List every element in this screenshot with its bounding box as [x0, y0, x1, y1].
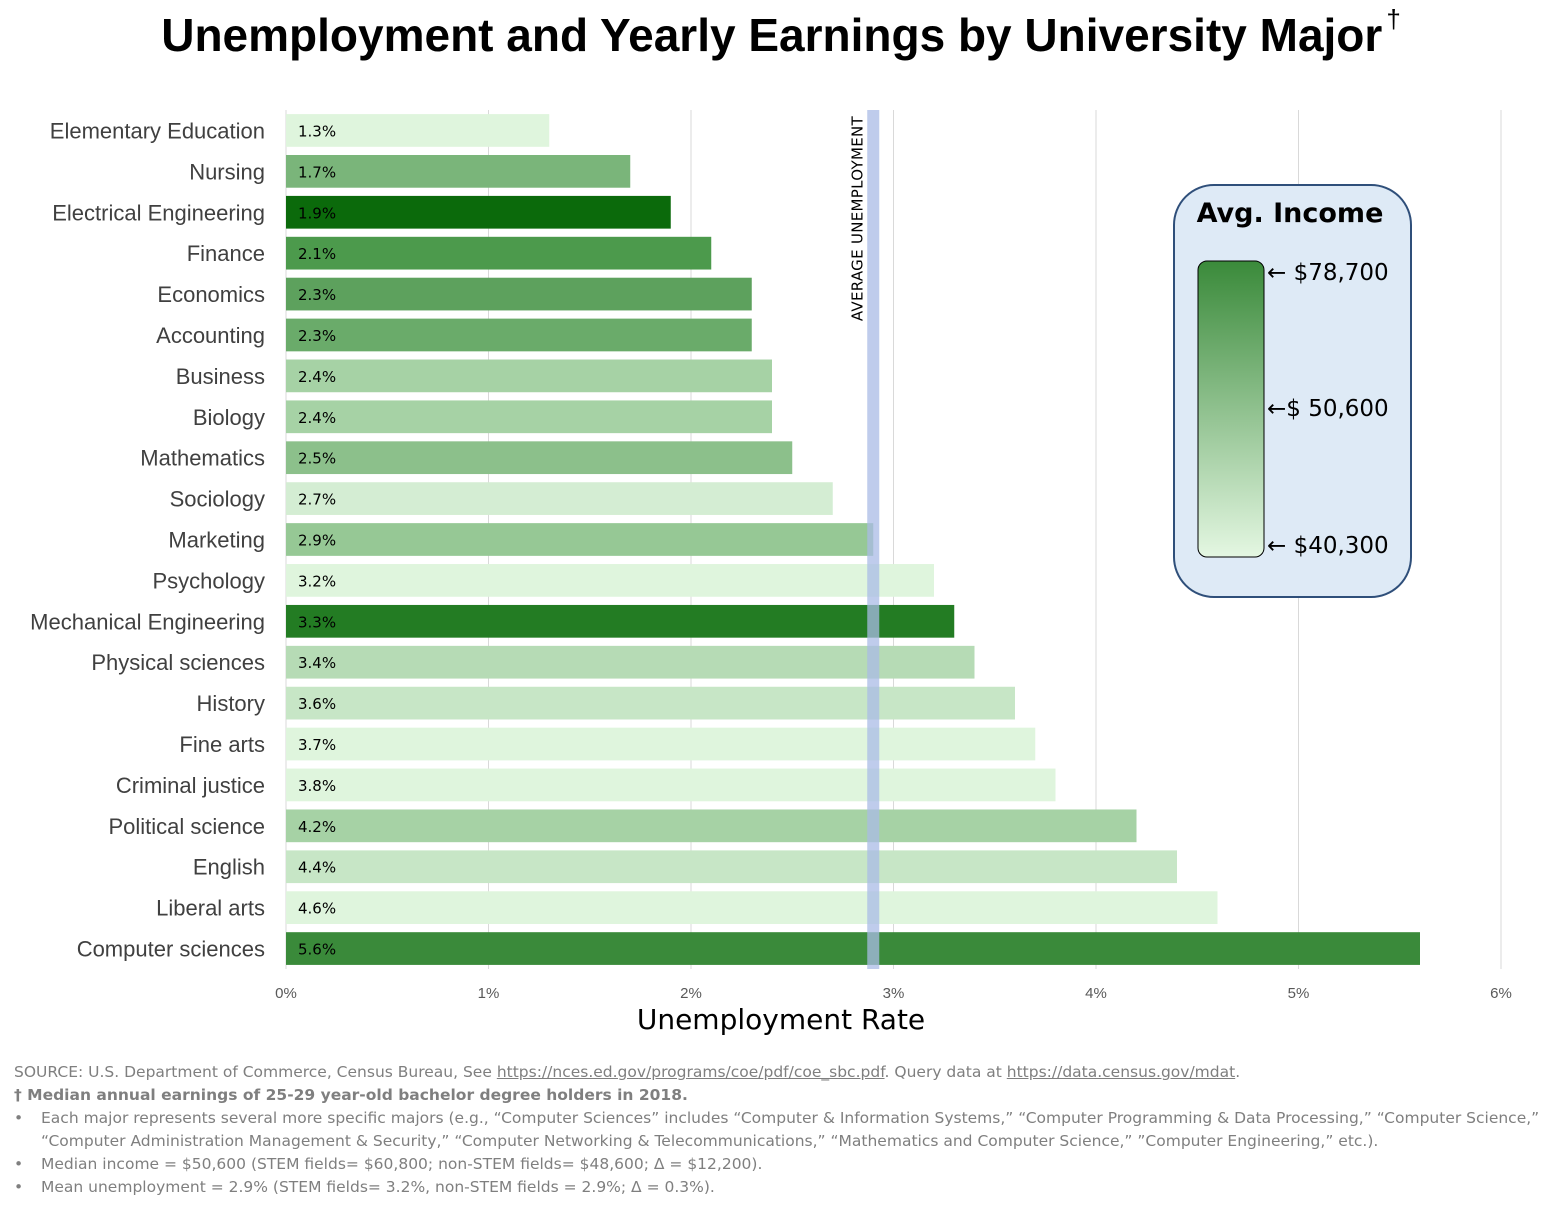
data-label: 3.6%: [298, 695, 336, 713]
data-label: 3.3%: [298, 613, 336, 631]
bar: [286, 114, 550, 147]
legend-title: Avg. Income: [1197, 198, 1384, 229]
bar: [286, 441, 793, 475]
category-label: Nursing: [189, 159, 265, 184]
category-label: Mathematics: [140, 446, 265, 471]
source-link-census[interactable]: https://data.census.gov/mdat: [1006, 1063, 1236, 1081]
category-label: Marketing: [168, 528, 265, 553]
category-label: Accounting: [156, 323, 265, 348]
data-label: 2.5%: [298, 450, 336, 468]
x-axis-ticks: 0% 1% 2% 3% 4% 5% 6%: [275, 985, 1512, 1002]
x-axis-title: Unemployment Rate: [637, 1003, 925, 1036]
x-tick-label: 4%: [1085, 985, 1107, 1002]
category-label: Political science: [108, 814, 265, 839]
category-label: Sociology: [170, 487, 265, 512]
category-label: Biology: [193, 405, 265, 430]
bar: [286, 277, 752, 311]
data-label: 1.9%: [298, 204, 336, 222]
category-label: Criminal justice: [116, 773, 265, 798]
data-label: 2.3%: [298, 327, 336, 345]
category-label: Economics: [157, 282, 265, 307]
data-label: 2.3%: [298, 286, 336, 304]
title-dagger: †: [1386, 4, 1401, 34]
category-label: Finance: [187, 241, 265, 266]
footnote-bullets: Each major represents several more speci…: [14, 1107, 1554, 1199]
bar: [286, 564, 934, 597]
category-label: Computer sciences: [77, 937, 265, 962]
data-label: 4.4%: [298, 859, 336, 877]
bar-chart: Elementary Education 1.3% Nursing 1.7% Elect…: [30, 110, 1512, 1036]
category-label: Liberal arts: [156, 896, 265, 921]
data-label: 3.8%: [298, 777, 336, 795]
data-label: 3.7%: [298, 736, 336, 754]
bar: [286, 645, 975, 679]
bar: [286, 482, 833, 515]
x-tick-label: 5%: [1288, 985, 1310, 1002]
data-label: 2.1%: [298, 245, 336, 263]
reference-line: [867, 110, 880, 969]
data-label: 1.7%: [298, 163, 336, 181]
data-label: 1.3%: [298, 122, 336, 140]
bar: [286, 727, 1036, 761]
average-unemployment-line: AVERAGE UNEMPLOYMENT: [848, 110, 880, 969]
category-label: English: [193, 855, 265, 880]
footnote-bullet-majors: Each major represents several more speci…: [14, 1107, 1554, 1153]
footnote-bullet-unemployment: Mean unemployment = 2.9% (STEM fields= 3…: [14, 1176, 1554, 1199]
bar: [286, 891, 1218, 925]
bar: [286, 195, 671, 229]
bar: [286, 850, 1177, 884]
category-label: History: [197, 691, 265, 716]
x-tick-label: 3%: [883, 985, 905, 1002]
legend-tick-min: ← $40,300: [1267, 533, 1389, 559]
legend-tick-max: ← $78,700: [1267, 260, 1389, 286]
category-label: Elementary Education: [50, 118, 265, 143]
page-title: Unemployment and Yearly Earnings by Univ…: [161, 4, 1401, 61]
data-label: 2.4%: [298, 368, 336, 386]
bar: [286, 359, 772, 393]
reference-line-label: AVERAGE UNEMPLOYMENT: [848, 115, 866, 321]
x-tick-label: 6%: [1490, 985, 1512, 1002]
category-label: Psychology: [152, 568, 265, 593]
bar: [286, 686, 1015, 720]
data-label: 2.9%: [298, 532, 336, 550]
category-label: Electrical Engineering: [52, 200, 265, 225]
bar: [286, 932, 1420, 965]
data-label: 5.6%: [298, 941, 336, 959]
data-label: 3.2%: [298, 572, 336, 590]
data-label: 4.6%: [298, 900, 336, 918]
data-label: 3.4%: [298, 654, 336, 672]
bar: [286, 236, 712, 270]
x-tick-label: 0%: [275, 985, 297, 1002]
category-label: Physical sciences: [91, 650, 265, 675]
source-note: SOURCE: U.S. Department of Commerce, Cen…: [14, 1063, 1241, 1081]
category-label: Business: [176, 364, 265, 389]
x-tick-label: 2%: [680, 985, 702, 1002]
category-label: Mechanical Engineering: [30, 609, 265, 634]
bar: [286, 768, 1056, 802]
x-tick-label: 1%: [478, 985, 500, 1002]
bar: [286, 154, 631, 188]
dagger-note: † Median annual earnings of 25-29 year-o…: [14, 1086, 688, 1104]
data-label: 4.2%: [298, 818, 336, 836]
bar: [286, 523, 874, 556]
source-link-nces[interactable]: https://nces.ed.gov/programs/coe/pdf/coe…: [496, 1063, 885, 1081]
bars: Elementary Education 1.3% Nursing 1.7% Elect…: [30, 114, 1420, 965]
bar: [286, 604, 955, 638]
data-label: 2.4%: [298, 409, 336, 427]
data-label: 2.7%: [298, 491, 336, 509]
bar: [286, 318, 752, 352]
bar: [286, 809, 1137, 843]
bar: [286, 400, 772, 434]
footnote-bullet-income: Median income = $50,600 (STEM fields= $6…: [14, 1153, 1554, 1176]
income-legend: Avg. Income ← $78,700 ←$ 50,600 ← $40,30…: [1173, 184, 1412, 598]
footnotes: SOURCE: U.S. Department of Commerce, Cen…: [14, 1061, 1554, 1199]
legend-tick-mid: ←$ 50,600: [1267, 396, 1389, 422]
category-label: Fine arts: [179, 732, 265, 757]
income-gradient-bar: [1197, 260, 1265, 558]
